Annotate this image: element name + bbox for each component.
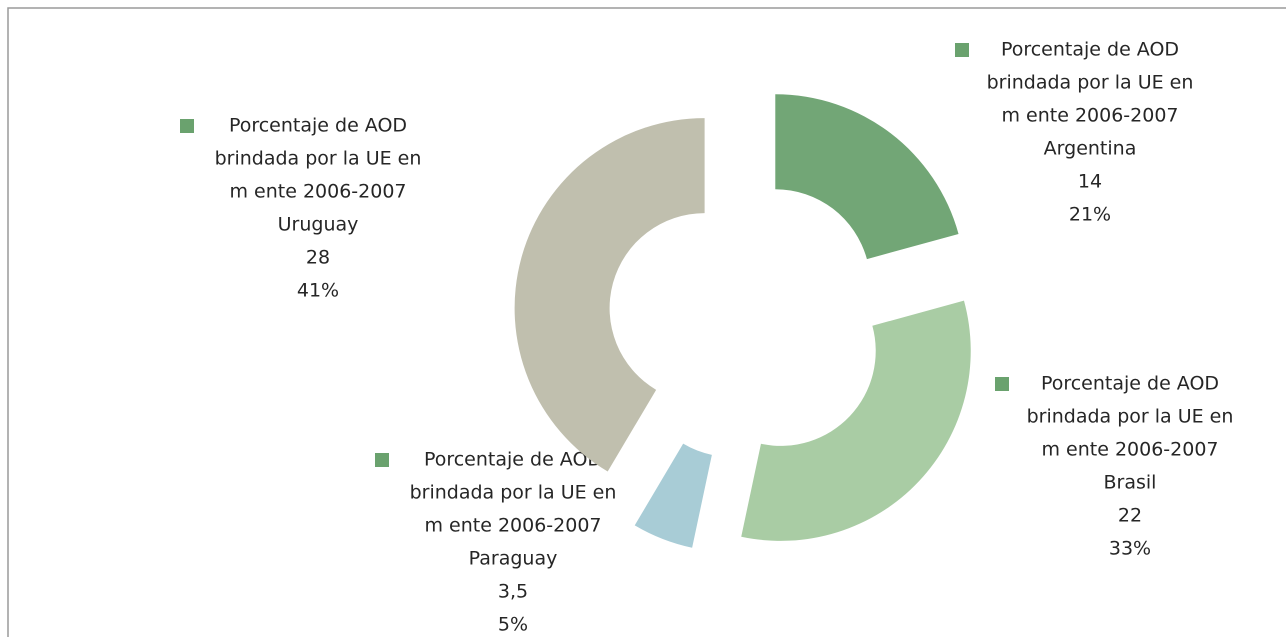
data-label-series: Porcentaje de AOD xyxy=(229,115,407,137)
data-label-series: Porcentaje de AOD xyxy=(1001,39,1179,61)
data-label-series: m ente 2006-2007 xyxy=(1001,105,1178,127)
data-label-category: Argentina xyxy=(1044,138,1137,160)
data-label-category: Uruguay xyxy=(278,214,359,236)
donut-slice xyxy=(514,118,705,472)
data-label-series: brindada por la UE en xyxy=(987,72,1194,94)
legend-marker xyxy=(375,453,389,467)
donut-slice xyxy=(775,94,959,260)
legend-marker xyxy=(955,43,969,57)
data-label-percent: 21% xyxy=(1069,204,1111,226)
legend-marker xyxy=(995,377,1009,391)
data-label-series: Porcentaje de AOD xyxy=(1041,373,1219,395)
data-label-value: 3,5 xyxy=(498,581,528,603)
data-label-series: brindada por la UE en xyxy=(410,482,617,504)
data-label-series: brindada por la UE en xyxy=(1027,406,1234,428)
data-label-value: 14 xyxy=(1078,171,1102,193)
data-label-value: 28 xyxy=(306,247,330,269)
data-label-category: Paraguay xyxy=(469,548,558,570)
data-label-percent: 41% xyxy=(297,280,339,302)
donut-slice xyxy=(741,300,971,541)
data-label-series: Porcentaje de AOD xyxy=(424,449,602,471)
donut-slice xyxy=(634,443,712,548)
data-label-value: 22 xyxy=(1118,505,1142,527)
data-label-series: brindada por la UE en xyxy=(215,148,422,170)
legend-marker xyxy=(180,119,194,133)
data-label-percent: 5% xyxy=(498,614,528,636)
data-label-series: m ente 2006-2007 xyxy=(1041,439,1218,461)
data-label-series: m ente 2006-2007 xyxy=(229,181,406,203)
data-label-percent: 33% xyxy=(1109,538,1151,560)
data-label-category: Brasil xyxy=(1104,472,1157,494)
data-label-series: m ente 2006-2007 xyxy=(424,515,601,537)
chart-border xyxy=(7,7,1286,637)
